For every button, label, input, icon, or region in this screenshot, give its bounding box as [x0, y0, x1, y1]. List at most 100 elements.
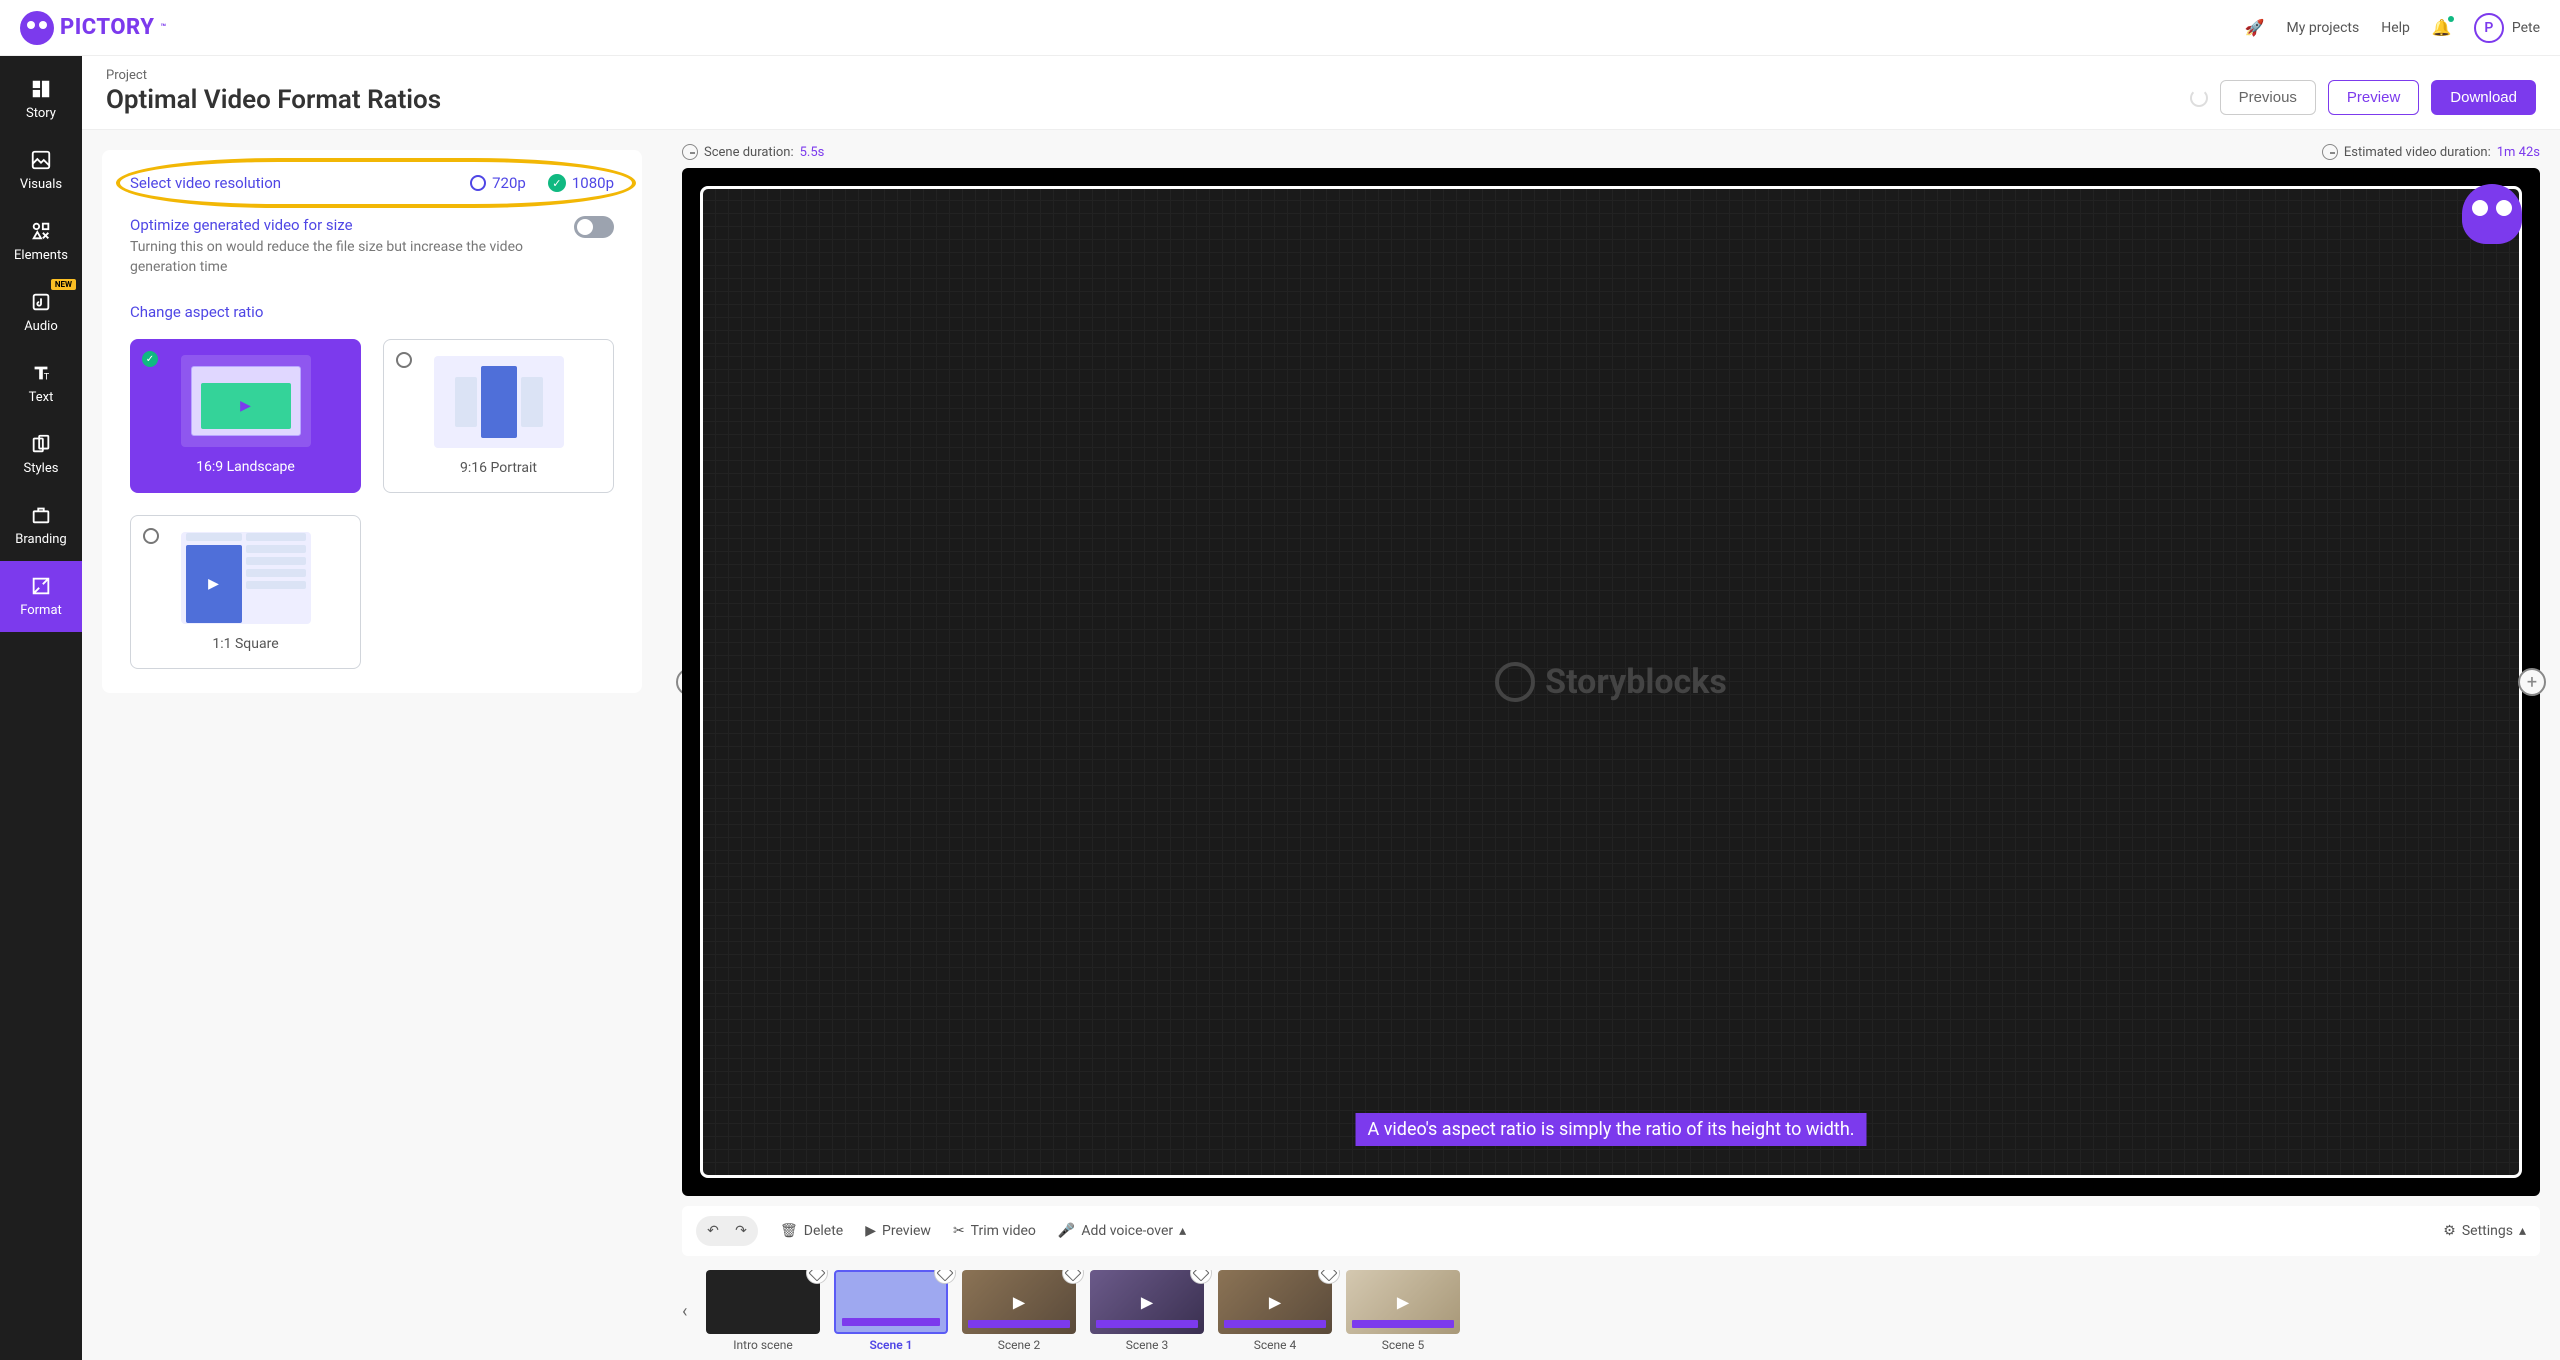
timeline-scene-5[interactable]: ▶ Scene 5 — [1346, 1270, 1460, 1352]
preview-toolbar: ↶ ↷ 🗑 Delete ▶ Preview ✂ — [682, 1206, 2540, 1256]
aspect-label: 9:16 Portrait — [460, 460, 537, 476]
optimize-toggle[interactable] — [574, 216, 614, 238]
watermark: Storyblocks — [1495, 662, 1727, 702]
timeline-prev-button[interactable]: ‹ — [682, 1301, 698, 1322]
delete-button[interactable]: 🗑 Delete — [780, 1223, 843, 1239]
avatar[interactable]: P — [2474, 13, 2504, 43]
aspect-label: 16:9 Landscape — [196, 459, 295, 475]
sidebar-item-label: Visuals — [20, 177, 62, 192]
voiceover-button[interactable]: 🎤 Add voice-over ▴ — [1058, 1223, 1186, 1239]
download-button[interactable]: Download — [2431, 80, 2536, 115]
resolution-row: Select video resolution 720p ✓ 1080p — [130, 174, 614, 192]
audio-icon — [30, 291, 52, 313]
timeline-scene-3[interactable]: ▶ Scene 3 — [1090, 1270, 1204, 1352]
settings-button[interactable]: ⚙ Settings ▴ — [2443, 1223, 2526, 1239]
sidebar-item-format[interactable]: Format — [0, 561, 82, 632]
optimize-desc: Turning this on would reduce the file si… — [130, 238, 554, 277]
clock-icon — [682, 144, 698, 160]
timeline-scene-2[interactable]: ▶ Scene 2 — [962, 1270, 1076, 1352]
aspect-1-1[interactable]: ▶ 1:1 Square — [130, 515, 361, 669]
add-scene-after-button[interactable]: + — [2518, 668, 2546, 696]
project-title: Optimal Video Format Ratios — [106, 85, 441, 115]
notifications-icon[interactable]: 🔔 — [2432, 18, 2452, 37]
resolution-720p[interactable]: 720p — [470, 174, 526, 192]
play-icon: ▶ — [865, 1223, 876, 1239]
timeline-scene-intro[interactable]: Intro scene — [706, 1270, 820, 1352]
format-settings-panel: Select video resolution 720p ✓ 1080p — [82, 130, 662, 1360]
aspect-16-9[interactable]: ✓ ▶ 16:9 Landscape — [130, 339, 361, 493]
text-icon: T — [30, 362, 52, 384]
sidebar-item-audio[interactable]: NEW Audio — [0, 277, 82, 348]
sidebar-item-elements[interactable]: Elements — [0, 206, 82, 277]
mascot-icon — [2462, 184, 2522, 244]
new-badge: NEW — [51, 279, 76, 290]
sidebar-item-label: Story — [26, 106, 56, 121]
my-projects-link[interactable]: My projects — [2287, 20, 2360, 36]
header-actions: Previous Preview Download — [2190, 80, 2536, 115]
sidebar-item-label: Branding — [15, 532, 66, 547]
optimize-row: Optimize generated video for size Turnin… — [130, 216, 614, 277]
radio-unchecked-icon — [396, 352, 412, 368]
aspect-thumb-square: ▶ — [181, 532, 311, 624]
topbar: PICTORY ™ 🚀 My projects Help 🔔 P Pete — [0, 0, 2560, 56]
branding-icon — [30, 504, 52, 526]
project-header: Project Optimal Video Format Ratios Prev… — [82, 56, 2560, 130]
styles-icon — [30, 433, 52, 455]
aspect-thumb-landscape: ▶ — [181, 355, 311, 447]
elements-icon — [30, 220, 52, 242]
user-name: Pete — [2512, 20, 2540, 36]
aspect-thumb-portrait — [434, 356, 564, 448]
sidebar-item-text[interactable]: T Text — [0, 348, 82, 419]
redo-button[interactable]: ↷ — [728, 1220, 754, 1242]
est-duration-label: Estimated video duration: — [2344, 145, 2491, 160]
format-icon — [30, 575, 52, 597]
sidebar-item-branding[interactable]: Branding — [0, 490, 82, 561]
video-preview[interactable]: Storyblocks A video's aspect ratio is si… — [682, 168, 2540, 1196]
sidebar-item-styles[interactable]: Styles — [0, 419, 82, 490]
sidebar-item-story[interactable]: Story — [0, 64, 82, 135]
radio-unchecked-icon — [470, 175, 486, 191]
visuals-icon — [30, 149, 52, 171]
sidebar-item-label: Elements — [14, 248, 68, 263]
sidebar-item-label: Styles — [24, 461, 59, 476]
preview-button[interactable]: Preview — [2328, 80, 2419, 115]
sidebar-item-label: Format — [20, 603, 62, 618]
preview-panel: Scene duration: 5.5s Estimated video dur… — [662, 130, 2560, 1360]
optimize-title: Optimize generated video for size — [130, 216, 554, 234]
aspect-ratio-label[interactable]: Change aspect ratio — [130, 303, 614, 321]
resolution-1080p[interactable]: ✓ 1080p — [548, 174, 614, 192]
scene-preview-button[interactable]: ▶ Preview — [865, 1223, 931, 1239]
scissors-icon: ✂ — [953, 1223, 965, 1239]
project-label: Project — [106, 68, 441, 83]
loading-spinner-icon — [2190, 89, 2208, 107]
resolution-label: Select video resolution — [130, 174, 281, 192]
trademark: ™ — [160, 23, 166, 33]
chevron-up-icon: ▴ — [2519, 1223, 2526, 1239]
sidebar: Story Visuals Elements NEW Audio T Text — [0, 56, 82, 1360]
trim-button[interactable]: ✂ Trim video — [953, 1223, 1036, 1239]
topbar-right: 🚀 My projects Help 🔔 P Pete — [2245, 13, 2540, 43]
rocket-icon[interactable]: 🚀 — [2245, 18, 2265, 37]
radio-unchecked-icon — [143, 528, 159, 544]
timeline-scene-1[interactable]: 👁‍🗨 Scene 1 — [834, 1270, 948, 1352]
mic-icon: 🎤 — [1058, 1223, 1075, 1239]
timeline: ‹ Intro scene 👁‍🗨 Scene — [682, 1270, 2540, 1352]
sidebar-item-label: Audio — [24, 319, 57, 334]
trash-icon: 🗑 — [780, 1223, 798, 1239]
help-link[interactable]: Help — [2381, 20, 2410, 36]
pictory-logo-icon — [20, 11, 54, 45]
previous-button[interactable]: Previous — [2220, 80, 2316, 115]
est-duration-value: 1m 42s — [2497, 145, 2540, 160]
caption-text[interactable]: A video's aspect ratio is simply the rat… — [1356, 1113, 1867, 1146]
scene-duration-label: Scene duration: — [704, 145, 794, 160]
timeline-scene-4[interactable]: ▶ Scene 4 — [1218, 1270, 1332, 1352]
undo-button[interactable]: ↶ — [700, 1220, 726, 1242]
chevron-up-icon: ▴ — [1179, 1223, 1186, 1239]
undo-redo-group: ↶ ↷ — [696, 1216, 758, 1246]
aspect-9-16[interactable]: 9:16 Portrait — [383, 339, 614, 493]
brand-name: PICTORY — [60, 15, 154, 40]
sidebar-item-visuals[interactable]: Visuals — [0, 135, 82, 206]
sliders-icon: ⚙ — [2443, 1223, 2456, 1239]
svg-text:T: T — [44, 372, 50, 382]
brand-logo[interactable]: PICTORY ™ — [20, 11, 167, 45]
